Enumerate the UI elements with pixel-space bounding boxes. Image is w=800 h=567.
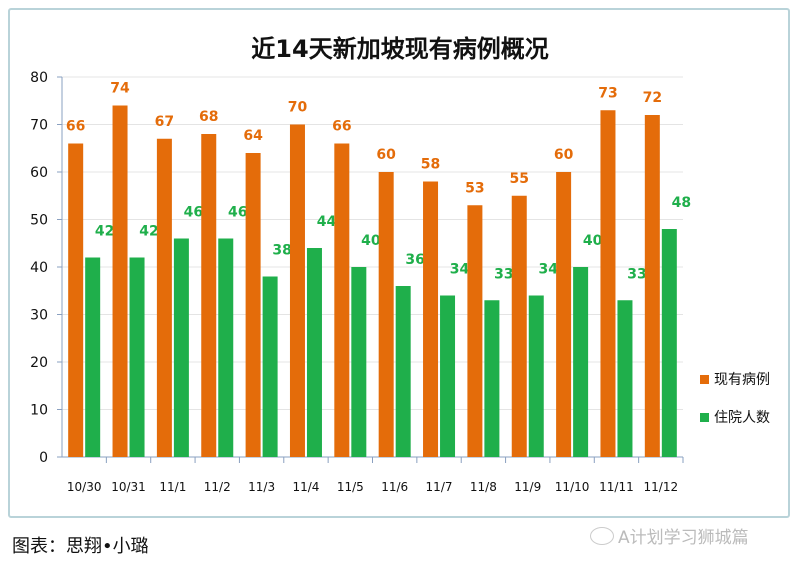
- x-tick-label: 11/4: [292, 480, 319, 494]
- x-tick-label: 11/10: [555, 480, 590, 494]
- data-label: 55: [510, 171, 529, 187]
- y-tick-label: 50: [30, 213, 48, 229]
- watermark-text: A计划学习狮城篇: [618, 528, 749, 548]
- data-label: 64: [243, 128, 263, 144]
- bar-active: [289, 124, 305, 457]
- data-label: 33: [494, 266, 513, 282]
- y-tick-label: 30: [30, 308, 48, 324]
- x-tick-label: 11/8: [470, 480, 497, 494]
- data-label: 46: [184, 205, 203, 221]
- bar-chart: 近14天新加坡现有病例概况 0 10 20 30 40 50 60 70 80 10/30 66 42 1…: [30, 35, 770, 494]
- bar-active: [334, 143, 350, 457]
- bar-active: [511, 195, 527, 457]
- data-label: 48: [672, 195, 691, 211]
- bar-hospitalized: [528, 295, 544, 457]
- x-tick-label: 11/3: [248, 480, 275, 494]
- y-tick-label: 40: [30, 260, 48, 276]
- legend-label: 住院人数: [714, 410, 770, 426]
- data-label: 66: [66, 119, 85, 135]
- watermark: A计划学习狮城篇: [590, 523, 749, 548]
- legend-swatch: [700, 375, 709, 384]
- bar-hospitalized: [85, 257, 101, 457]
- bar-active: [201, 134, 217, 457]
- bar-active: [112, 105, 128, 457]
- data-label: 70: [288, 100, 308, 116]
- bar-hospitalized: [262, 276, 278, 457]
- data-label: 42: [139, 224, 158, 240]
- data-label: 36: [405, 252, 424, 268]
- y-tick-label: 60: [30, 165, 48, 181]
- data-label: 46: [228, 205, 247, 221]
- x-tick-label: 10/30: [67, 480, 102, 494]
- data-label: 40: [361, 233, 381, 249]
- data-label: 33: [627, 266, 646, 282]
- bar-hospitalized: [129, 257, 145, 457]
- data-label: 72: [643, 90, 662, 106]
- y-tick-label: 20: [30, 355, 48, 371]
- x-tick-label: 11/7: [426, 480, 453, 494]
- wechat-icon: [590, 526, 614, 545]
- data-label: 60: [554, 147, 574, 163]
- bar-hospitalized: [173, 238, 189, 457]
- data-label: 44: [317, 214, 337, 230]
- data-label: 53: [465, 180, 484, 196]
- bar-active: [556, 172, 572, 457]
- bar-hospitalized: [218, 238, 234, 457]
- bar-hospitalized: [484, 300, 500, 457]
- legend-swatch: [700, 413, 709, 422]
- data-label: 58: [421, 157, 440, 173]
- bar-active: [423, 181, 439, 457]
- data-label: 34: [450, 262, 470, 278]
- bar-hospitalized: [306, 248, 322, 457]
- bar-active: [600, 110, 616, 457]
- bar-hospitalized: [617, 300, 633, 457]
- x-tick-label: 11/12: [644, 480, 679, 494]
- bar-hospitalized: [395, 286, 411, 457]
- data-label: 66: [332, 119, 351, 135]
- data-label: 74: [110, 81, 130, 97]
- data-label: 40: [583, 233, 603, 249]
- data-label: 73: [598, 85, 617, 101]
- data-label: 38: [272, 243, 291, 259]
- bar-active: [68, 143, 84, 457]
- bar-hospitalized: [661, 229, 677, 457]
- legend-label: 现有病例: [714, 372, 770, 388]
- x-tick-label: 11/9: [514, 480, 541, 494]
- x-tick-label: 11/2: [204, 480, 231, 494]
- bar-active: [245, 153, 261, 457]
- data-label: 42: [95, 224, 114, 240]
- y-tick-label: 10: [30, 403, 48, 419]
- bar-hospitalized: [440, 295, 456, 457]
- y-tick-label: 0: [39, 450, 48, 466]
- bar-active: [378, 172, 394, 457]
- chart-caption: 图表：思翔•小璐: [12, 536, 149, 557]
- x-tick-label: 10/31: [111, 480, 146, 494]
- x-tick-label: 11/11: [599, 480, 634, 494]
- bar-active: [467, 205, 483, 457]
- y-tick-label: 70: [30, 118, 48, 134]
- data-label: 60: [376, 147, 396, 163]
- data-label: 67: [155, 114, 174, 130]
- bar-active: [644, 115, 660, 457]
- x-tick-label: 11/6: [381, 480, 408, 494]
- chart-title: 近14天新加坡现有病例概况: [251, 35, 548, 63]
- x-tick-label: 11/1: [159, 480, 186, 494]
- data-label: 68: [199, 109, 218, 125]
- bar-active: [156, 138, 172, 457]
- data-label: 34: [539, 262, 559, 278]
- y-tick-label: 80: [30, 70, 48, 86]
- bar-hospitalized: [351, 267, 367, 457]
- bar-hospitalized: [573, 267, 589, 457]
- x-tick-label: 11/5: [337, 480, 364, 494]
